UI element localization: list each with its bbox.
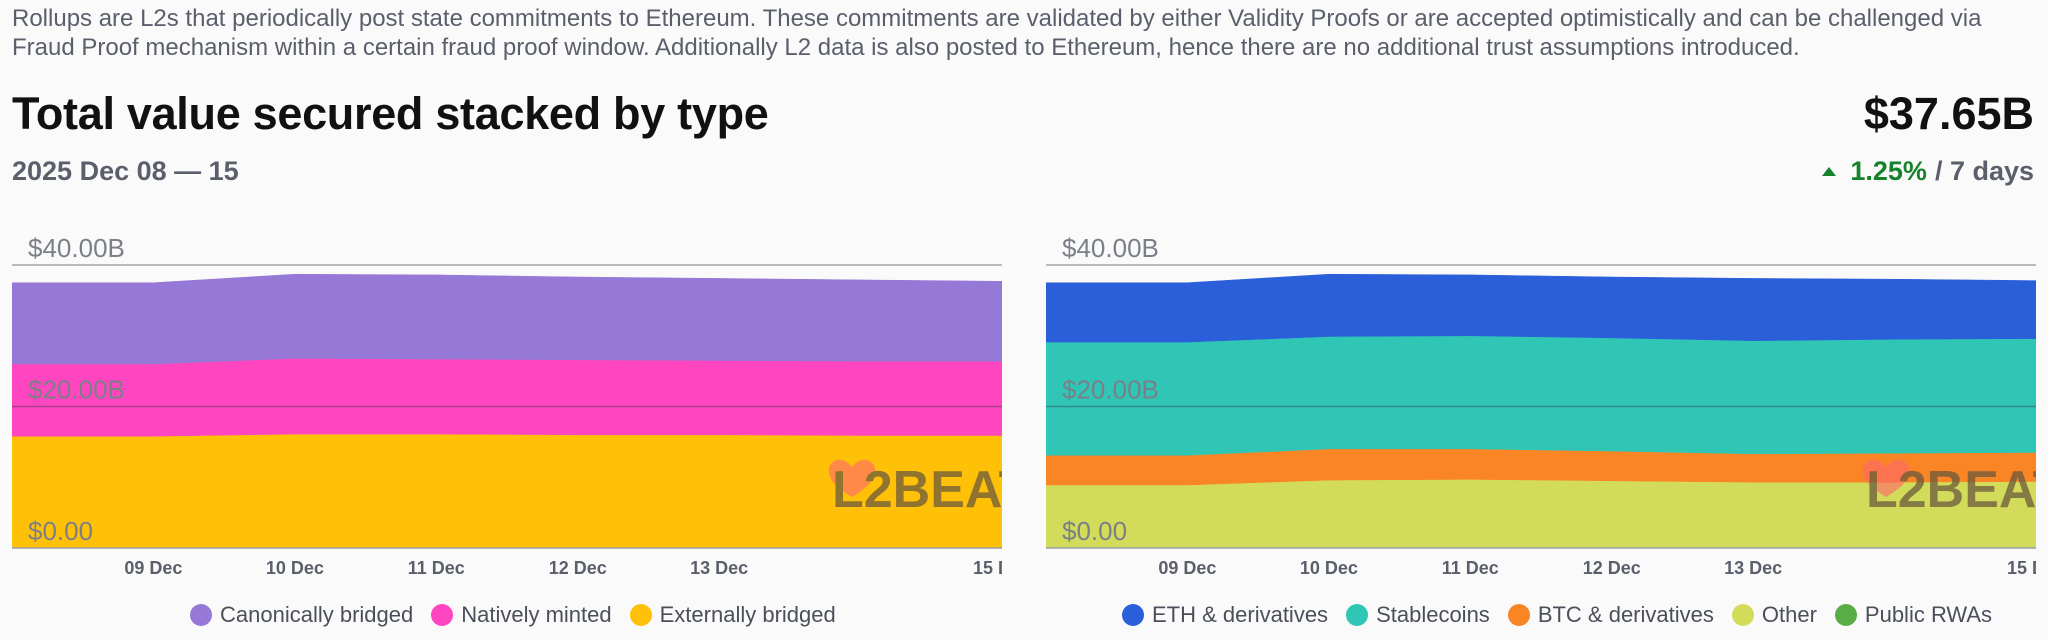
- legend-item[interactable]: Externally bridged: [629, 602, 836, 628]
- legend-swatch-icon: [1731, 604, 1754, 626]
- y-tick-label: $40.00B: [1062, 233, 1159, 263]
- legend-label: ETH & derivatives: [1152, 602, 1329, 627]
- legend-swatch-icon: [431, 604, 454, 626]
- svg-text:L2BEAT: L2BEAT: [832, 461, 1002, 519]
- legend-item[interactable]: Stablecoins: [1346, 602, 1490, 628]
- y-tick-label: $0.00: [1062, 516, 1127, 546]
- y-tick-label: $40.00B: [28, 233, 125, 263]
- legend-swatch-icon: [629, 604, 652, 626]
- legend-swatch-icon: [1346, 604, 1369, 626]
- arrow-up-icon: [1822, 167, 1837, 176]
- legend-swatch-icon: [190, 604, 212, 626]
- section-description: Rollups are L2s that periodically post s…: [12, 5, 1982, 61]
- legend-swatch-icon: [1834, 604, 1857, 626]
- y-tick-label: $0.00: [28, 516, 93, 546]
- svg-text:L2BEAT: L2BEAT: [1866, 461, 2036, 519]
- x-tick-label: 13 Dec: [1724, 558, 1782, 578]
- change-percent: 1.25%: [1850, 156, 1927, 186]
- total-value: $37.65B: [1863, 88, 2034, 139]
- area-series-stablecoins: [1046, 335, 2036, 456]
- change-period: / 7 days: [1934, 156, 2034, 186]
- legend-label: BTC & derivatives: [1537, 602, 1714, 627]
- x-tick-label: 10 Dec: [1300, 558, 1358, 578]
- x-tick-label: 12 Dec: [549, 558, 607, 578]
- legend-item[interactable]: BTC & derivatives: [1507, 602, 1714, 628]
- legend-item[interactable]: Natively minted: [431, 602, 612, 628]
- legend-item[interactable]: Other: [1731, 602, 1817, 628]
- legend-bridge-type: Canonically bridged Natively minted Extern…: [190, 602, 836, 628]
- legend-label: Natively minted: [461, 602, 612, 627]
- x-tick-label: 09 Dec: [124, 558, 182, 578]
- x-tick-label: 11 Dec: [408, 558, 465, 578]
- area-series-eth-derivatives: [1046, 273, 2036, 343]
- y-tick-label: $20.00B: [1062, 375, 1159, 405]
- date-range: 2025 Dec 08 — 15: [12, 156, 239, 186]
- x-tick-label: 12 Dec: [1583, 558, 1641, 578]
- legend-swatch-icon: [1507, 604, 1530, 626]
- tvs-by-bridge-type-chart[interactable]: $40.00B $20.00B $0.00 09 Dec 10 Dec 11 Dec 12 …: [12, 220, 1002, 590]
- legend-item[interactable]: Public RWAs: [1834, 602, 1993, 628]
- legend-item[interactable]: Canonically bridged: [190, 602, 413, 628]
- y-tick-label: $20.00B: [28, 375, 125, 405]
- area-series-natively-minted: [12, 358, 1002, 437]
- area-series-canonically-bridged: [12, 273, 1002, 365]
- legend-label: Canonically bridged: [220, 602, 414, 627]
- l2beat-logo: L2BEAT: [828, 459, 1002, 519]
- legend-item[interactable]: ETH & derivatives: [1122, 602, 1328, 628]
- value-change: 1.25% / 7 days: [1822, 156, 2034, 187]
- legend-label: Other: [1761, 602, 1817, 627]
- legend-token-type: ETH & derivatives Stablecoins BTC & deriva…: [1122, 602, 1992, 628]
- x-tick-label: 09 Dec: [1158, 558, 1216, 578]
- legend-swatch-icon: [1122, 604, 1144, 626]
- x-tick-label: 13 Dec: [690, 558, 748, 578]
- legend-label: Externally bridged: [659, 602, 836, 627]
- x-tick-label: 15 Dec: [2007, 558, 2036, 578]
- x-tick-label: 15 Dec: [973, 558, 1002, 578]
- x-tick-label: 10 Dec: [266, 558, 324, 578]
- legend-label: Stablecoins: [1376, 602, 1490, 627]
- x-tick-label: 11 Dec: [1442, 558, 1499, 578]
- l2beat-logo: L2BEAT: [1862, 459, 2036, 519]
- legend-label: Public RWAs: [1864, 602, 1993, 627]
- change-up: 1.25%: [1822, 156, 1927, 187]
- tvs-by-token-type-chart[interactable]: $40.00B $20.00B $0.00 09 Dec 10 Dec 11 Dec 12 …: [1046, 220, 2036, 590]
- chart-title: Total value secured stacked by type: [12, 88, 769, 139]
